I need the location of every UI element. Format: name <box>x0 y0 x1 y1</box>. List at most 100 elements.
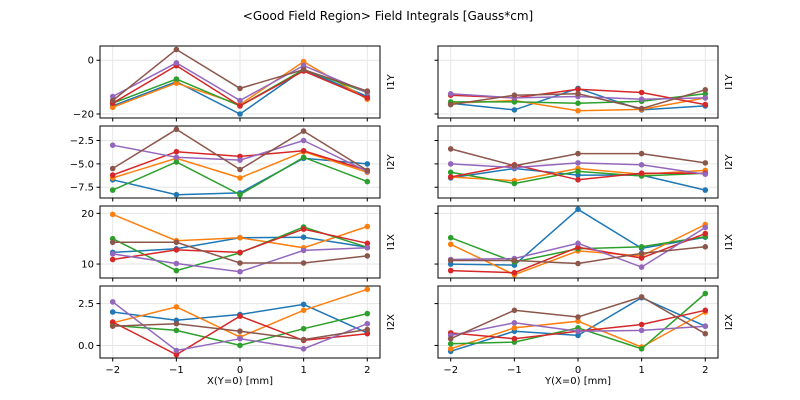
series-group <box>109 46 371 117</box>
series-red-marker <box>364 95 371 101</box>
series-purple-marker <box>638 162 645 168</box>
series-brown-marker <box>511 162 518 169</box>
series-brown-marker <box>364 88 371 94</box>
series-orange-marker <box>300 58 307 65</box>
series-brown-marker <box>237 260 243 266</box>
series-red-marker <box>300 148 307 154</box>
series-brown-marker <box>447 146 454 152</box>
series-red-marker <box>300 226 307 232</box>
series-red-marker <box>109 256 116 263</box>
series-green-marker <box>173 267 180 274</box>
series-red-marker <box>109 172 116 178</box>
series-purple-marker <box>173 260 180 267</box>
series-red-marker <box>447 174 454 180</box>
series-blue-marker <box>575 332 581 339</box>
series-group <box>109 286 371 358</box>
series-purple-marker <box>109 142 116 148</box>
series-orange-marker <box>109 211 116 218</box>
series-purple-marker <box>300 62 307 69</box>
series-red-marker <box>237 103 243 109</box>
series-purple-marker <box>447 161 454 167</box>
series-green-marker <box>173 327 180 334</box>
subplot-I1X-col0: 20 10 I1X <box>81 205 397 282</box>
series-red-marker <box>109 319 116 325</box>
series-orange-marker <box>237 234 243 241</box>
x-tick-label: −1 <box>169 365 184 376</box>
subplot-I1Y-col0: 0 −20 I1Y <box>73 45 397 122</box>
series-brown-marker <box>638 105 645 112</box>
series-group <box>447 290 709 355</box>
series-purple-marker <box>237 97 243 104</box>
y-tick-label: −5.0 <box>70 159 94 170</box>
series-purple-marker <box>173 60 180 66</box>
figure-title: <Good Field Region> Field Integrals [Gau… <box>242 9 534 23</box>
series-blue-marker <box>300 234 307 240</box>
series-green-marker <box>447 341 454 347</box>
series-brown-marker <box>575 260 581 267</box>
series-purple-marker <box>575 240 581 247</box>
series-blue-marker <box>300 301 307 308</box>
series-brown-marker <box>173 126 180 133</box>
series-red-marker <box>447 267 454 274</box>
series-green-marker <box>364 178 371 185</box>
series-red-marker <box>173 148 180 155</box>
row-label-I1X: I1X <box>386 234 397 250</box>
series-purple-marker <box>173 154 180 161</box>
series-purple-marker <box>364 320 371 327</box>
series-brown-marker <box>109 323 116 330</box>
y-tick-label: −20 <box>73 109 94 120</box>
y-tick-label: 2.5 <box>78 299 94 310</box>
series-blue-marker <box>364 161 371 167</box>
series-brown-marker <box>237 85 243 92</box>
series-blue-marker <box>702 187 709 193</box>
series-brown-marker <box>447 257 454 264</box>
series-red-marker <box>575 244 581 251</box>
series-green-marker <box>638 346 645 352</box>
series-blue-marker <box>173 191 180 198</box>
series-purple-marker <box>638 96 645 102</box>
row-label-I2Y: I2Y <box>724 153 735 169</box>
series-red-marker <box>364 240 371 247</box>
x-tick-label: −2 <box>443 365 458 376</box>
series-orange-marker <box>364 223 371 230</box>
y-tick-label: 10 <box>81 260 94 271</box>
series-red-marker <box>702 101 709 108</box>
series-brown-marker <box>237 328 243 335</box>
series-purple-marker <box>702 323 709 330</box>
series-brown-marker <box>511 92 518 98</box>
series-group <box>447 206 709 278</box>
series-green-marker <box>702 91 709 97</box>
subplot-I2Y-col0: −2.5 −5.0 −7.5 I2Y <box>70 125 397 202</box>
row-label-I1Y: I1Y <box>386 73 397 89</box>
series-brown-marker <box>109 239 116 246</box>
y-tick-label: 20 <box>81 209 94 220</box>
series-orange-marker <box>109 104 116 111</box>
series-red-marker <box>575 177 581 183</box>
series-group <box>447 146 709 193</box>
series-orange-marker <box>237 175 243 181</box>
series-red-marker <box>237 249 243 256</box>
series-brown-marker <box>109 97 116 104</box>
x-tick-label: 0 <box>237 365 243 376</box>
series-brown-marker <box>300 66 307 73</box>
series-green-marker <box>702 290 709 297</box>
series-brown-marker <box>300 128 307 134</box>
series-orange-marker <box>173 304 180 310</box>
series-brown-marker <box>173 46 180 53</box>
series-green-marker <box>511 99 518 105</box>
series-blue-marker <box>237 111 243 117</box>
series-purple-marker <box>364 245 371 251</box>
series-red-marker <box>173 351 180 358</box>
subplot-I1X-col1: I1X <box>434 205 735 282</box>
series-red-marker <box>638 255 645 261</box>
series-blue-marker <box>575 206 581 213</box>
series-brown-marker <box>300 260 307 266</box>
series-red-marker <box>702 307 709 314</box>
series-red-marker <box>638 89 645 96</box>
series-group <box>447 85 709 114</box>
y-tick-label: −7.5 <box>70 183 94 194</box>
series-orange-marker <box>447 241 454 248</box>
series-purple-marker <box>109 299 116 305</box>
series-purple-marker <box>173 347 180 354</box>
series-purple-marker <box>702 171 709 177</box>
